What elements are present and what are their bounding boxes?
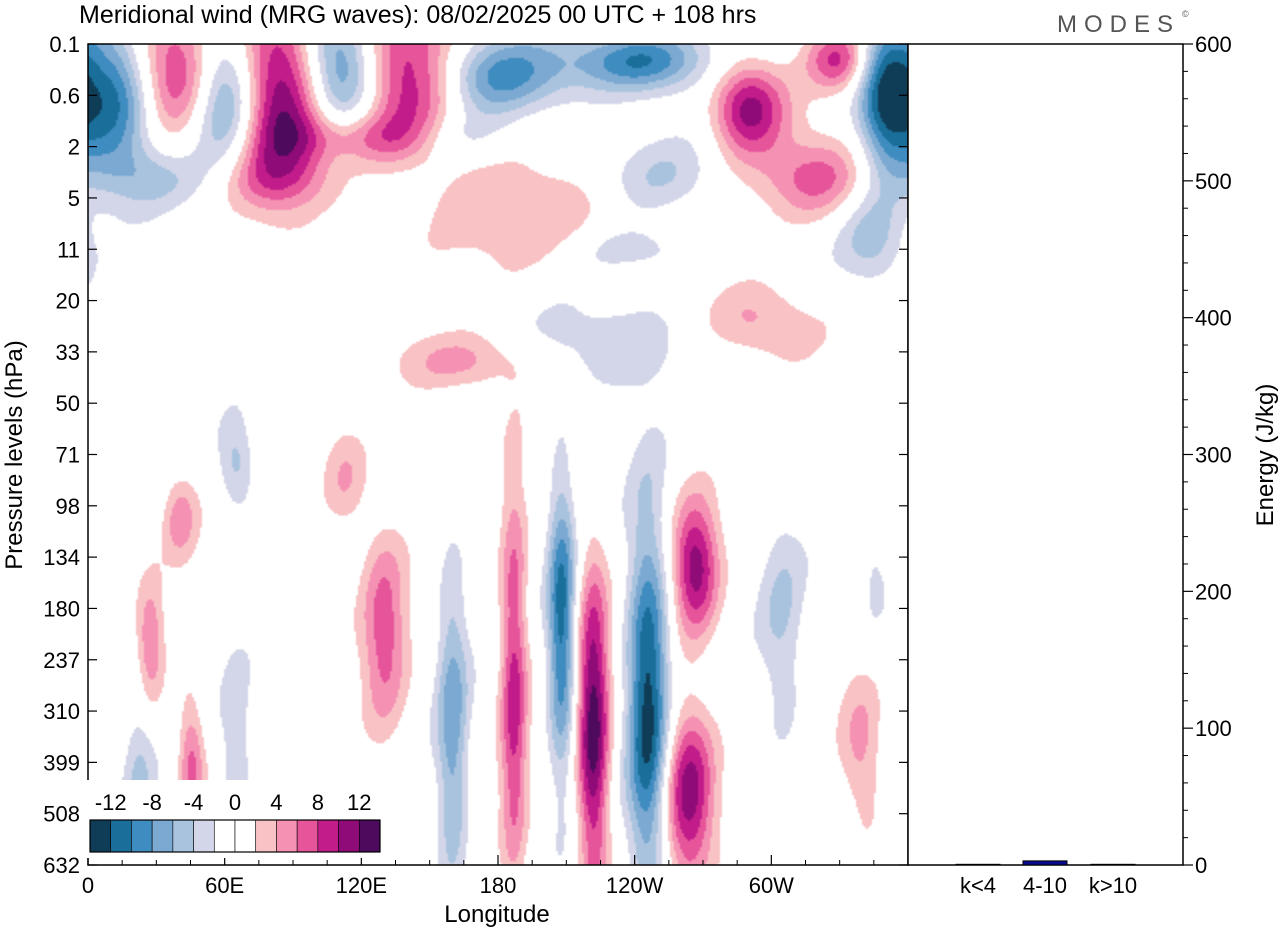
y-tick-label: 98 xyxy=(56,494,80,519)
colorbar-swatch xyxy=(358,819,381,853)
x-tick-label: 0 xyxy=(82,873,94,898)
colorbar-label: 0 xyxy=(229,790,241,815)
colorbar-swatch xyxy=(276,819,298,853)
y-tick-label: 33 xyxy=(56,340,80,365)
energy-tick-label: 200 xyxy=(1195,579,1232,604)
energy-frame xyxy=(907,43,1184,866)
colorbar-frame xyxy=(89,819,381,853)
energy-tick-label: 300 xyxy=(1195,443,1232,468)
colorbar: -12 -8 -4 0 4 8 12 xyxy=(86,780,386,858)
y-tick-label: 50 xyxy=(56,391,80,416)
energy-tick-label: 500 xyxy=(1195,169,1232,194)
y-axis: 0.1 0.6 2 5 11 20 33 50 71 98 134 180 237 310 399 508 63… xyxy=(43,32,908,878)
colorbar-label: -12 xyxy=(95,790,127,815)
energy-bars xyxy=(955,860,1136,866)
colorbar-label: -8 xyxy=(142,790,162,815)
colorbar-swatch xyxy=(151,819,174,853)
energy-bar-2 xyxy=(1090,863,1136,866)
energy-bar-1 xyxy=(1022,860,1068,866)
colorbar-swatch xyxy=(234,819,257,853)
colorbar-label: 12 xyxy=(347,790,371,815)
energy-category-label: 4-10 xyxy=(1023,873,1067,898)
colorbar-swatch xyxy=(131,819,153,853)
y-tick-label: 310 xyxy=(43,699,80,724)
colorbar-swatch xyxy=(213,819,236,853)
y-tick-label: 399 xyxy=(43,750,80,775)
colorbar-label: 4 xyxy=(270,790,282,815)
energy-y-axis: 0 100 200 300 400 500 600 xyxy=(1183,32,1232,878)
y-tick-label: 71 xyxy=(56,443,80,468)
colorbar-swatch xyxy=(89,819,112,853)
energy-tick-label: 0 xyxy=(1195,853,1207,878)
x-tick-label: 60E xyxy=(205,873,244,898)
colorbar-swatch xyxy=(172,819,194,853)
energy-category-label: k<4 xyxy=(960,873,996,898)
x-tick-label: 120E xyxy=(336,873,387,898)
x-axis-label: Longitude xyxy=(444,901,549,928)
y-tick-label: 11 xyxy=(57,237,80,262)
y-tick-label: 0.6 xyxy=(49,83,80,108)
brand-logo: MODES © xyxy=(1057,9,1189,38)
x-axis: 0 60E 120E 180 120W 60W xyxy=(82,855,875,898)
y-tick-label: 2 xyxy=(68,135,80,160)
colorbar-swatch xyxy=(317,819,339,853)
energy-bar-0 xyxy=(955,863,1001,866)
brand-mark: © xyxy=(1182,9,1189,19)
colorbar-label: -4 xyxy=(184,790,204,815)
colorbar-swatch xyxy=(296,819,319,853)
energy-tick-label: 100 xyxy=(1195,716,1232,741)
x-tick-label: 60W xyxy=(749,873,794,898)
y-tick-label: 508 xyxy=(43,802,80,827)
heatmap-panel: 0.1 0.6 2 5 11 20 33 50 71 98 134 180 237 310 399 508 63… xyxy=(1,32,909,928)
energy-category-label: k>10 xyxy=(1089,873,1137,898)
y-axis-label: Pressure levels (hPa) xyxy=(1,340,28,569)
x-tick-label: 180 xyxy=(480,873,517,898)
y-tick-label: 134 xyxy=(43,545,80,570)
colorbar-label: 8 xyxy=(312,790,324,815)
chart-title: Meridional wind (MRG waves): 08/02/2025 … xyxy=(79,1,756,29)
y-tick-label: 632 xyxy=(43,853,80,878)
energy-axis-label: Energy (J/kg) xyxy=(1252,384,1279,527)
heatmap-field xyxy=(88,44,908,865)
x-tick-label: 120W xyxy=(606,873,664,898)
y-tick-label: 237 xyxy=(43,648,80,673)
energy-tick-label: 600 xyxy=(1195,32,1232,57)
brand-text: MODES xyxy=(1057,11,1180,38)
colorbar-swatch xyxy=(255,819,277,853)
energy-panel: 0 100 200 300 400 500 600 k<4 4-10 k>10 Energy (… xyxy=(907,32,1279,898)
y-tick-label: 180 xyxy=(43,596,80,621)
colorbar-swatch xyxy=(338,819,360,853)
y-tick-label: 0.1 xyxy=(49,32,80,57)
y-tick-label: 20 xyxy=(56,289,80,314)
colorbar-swatch xyxy=(110,819,132,853)
colorbar-swatch xyxy=(193,819,215,853)
energy-x-axis: k<4 4-10 k>10 xyxy=(960,873,1137,898)
energy-tick-label: 400 xyxy=(1195,306,1232,331)
y-tick-label: 5 xyxy=(68,186,80,211)
